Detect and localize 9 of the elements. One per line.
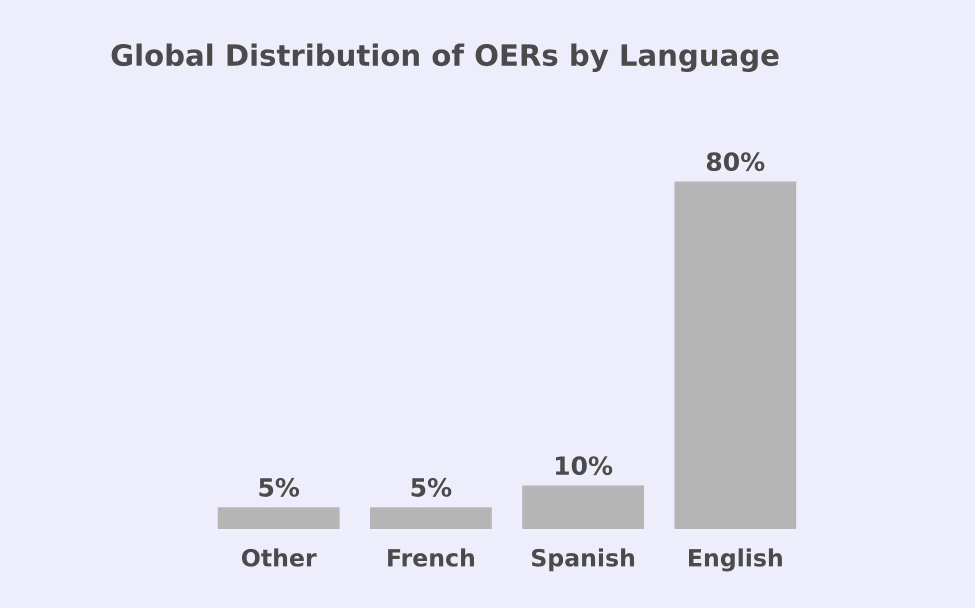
data-label: 5% <box>259 478 300 497</box>
data-label: 10% <box>556 456 612 476</box>
chart-title: Global Distribution of OERs by Language <box>112 44 779 72</box>
data-label: 80% <box>706 152 764 172</box>
x-tick-label: Other <box>242 548 317 567</box>
x-tick-label: French <box>388 548 474 567</box>
x-tick-label: Spanish <box>532 548 634 572</box>
data-label: 5% <box>412 478 452 497</box>
x-tick-label: English <box>689 548 782 572</box>
